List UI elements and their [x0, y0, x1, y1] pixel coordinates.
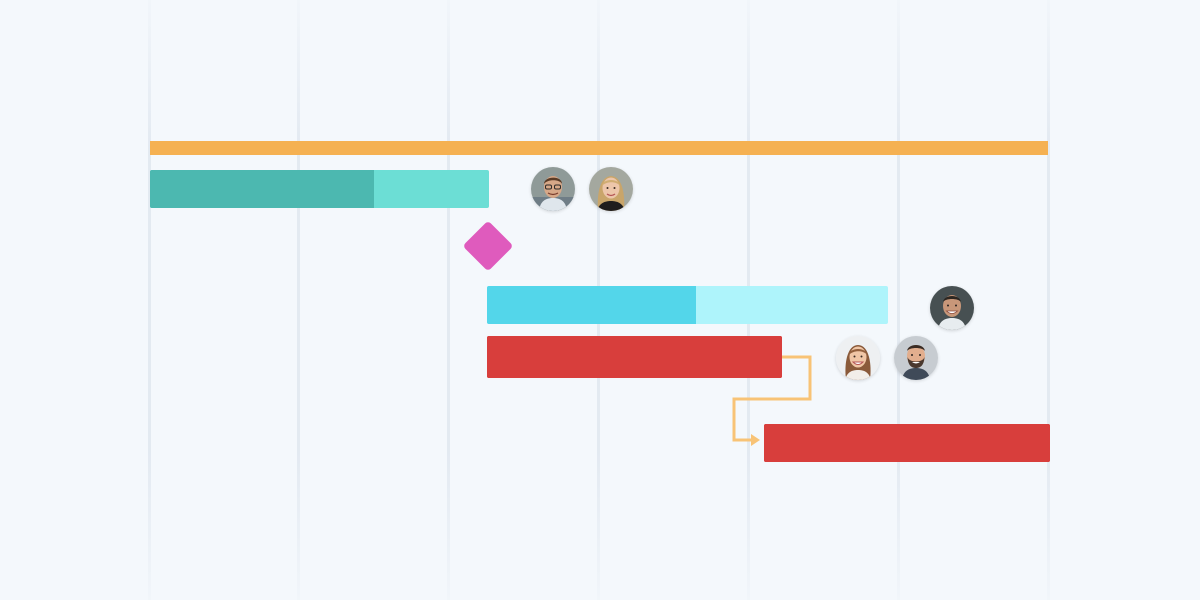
milestone-diamond[interactable]	[462, 220, 514, 272]
avatar-man-glasses[interactable]	[531, 167, 575, 211]
task-bar-2[interactable]	[487, 286, 888, 324]
avatar-woman-blonde[interactable]	[589, 167, 633, 211]
grid-line	[148, 0, 151, 600]
task-progress-3	[487, 336, 782, 378]
grid-line	[297, 0, 300, 600]
avatar-woman-brown-hair[interactable]	[836, 336, 880, 380]
task-bar-4[interactable]	[764, 424, 1050, 462]
task-bar-3[interactable]	[487, 336, 782, 378]
task-bar-1[interactable]	[150, 170, 489, 208]
grid-line	[1047, 0, 1050, 600]
grid-line	[447, 0, 450, 600]
task-progress-1	[150, 170, 374, 208]
grid-line	[897, 0, 900, 600]
task-progress-2	[487, 286, 696, 324]
avatar-man-smiling[interactable]	[930, 286, 974, 330]
avatar-man-beard[interactable]	[894, 336, 938, 380]
summary-bar[interactable]	[150, 141, 1048, 155]
task-progress-4	[764, 424, 1050, 462]
